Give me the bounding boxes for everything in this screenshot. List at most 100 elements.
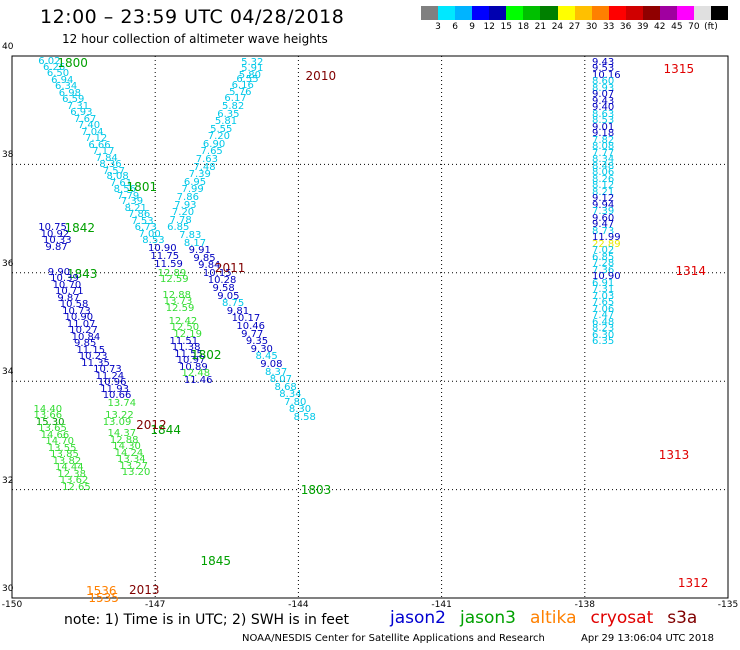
data-point-label: 14.37 bbox=[107, 428, 137, 440]
data-point-label: 10.66 bbox=[102, 390, 132, 402]
data-point-label: 7.39 bbox=[591, 206, 615, 218]
data-point-label: 6.59 bbox=[62, 94, 85, 106]
data-point-label: 5.76 bbox=[229, 86, 252, 98]
legend-item-jason2: jason2 bbox=[390, 608, 446, 628]
data-point-label: 7.78 bbox=[169, 214, 192, 226]
color-swatch bbox=[506, 6, 524, 20]
data-point-label: 8.60 bbox=[591, 76, 615, 88]
data-point-label: 7.86 bbox=[176, 192, 199, 203]
data-point-label: 11.59 bbox=[154, 259, 183, 271]
data-point-label: 8.30 bbox=[288, 404, 312, 416]
data-point-label: 6.55 bbox=[236, 73, 259, 85]
data-point-label: 5.55 bbox=[210, 123, 233, 135]
x-tick-label: -135 bbox=[717, 600, 739, 610]
data-point-label: 10.97 bbox=[176, 355, 206, 367]
data-point-label: 7.63 bbox=[195, 154, 219, 166]
data-point-label: 8.17 bbox=[183, 237, 207, 249]
data-point-label: 10.46 bbox=[236, 321, 265, 332]
color-swatch bbox=[676, 6, 694, 20]
color-scale-tick: 12 bbox=[483, 22, 495, 32]
color-scale-tick: (ft) bbox=[704, 22, 718, 32]
data-point-label: 6.17 bbox=[224, 93, 247, 105]
x-tick-label: -138 bbox=[574, 600, 596, 610]
data-point-label: 6.98 bbox=[58, 87, 82, 99]
data-point-label: 6.26 bbox=[43, 62, 66, 74]
pass-id-label: 1315 bbox=[663, 62, 695, 76]
data-point-label: 8.75 bbox=[222, 298, 245, 310]
data-point-label: 8.36 bbox=[99, 159, 122, 171]
data-point-label: 9.60 bbox=[591, 212, 615, 224]
data-point-label: 11.15 bbox=[76, 344, 106, 356]
data-point-label: 6.93 bbox=[70, 107, 93, 119]
data-point-label: 9.77 bbox=[241, 328, 264, 340]
data-point-label: 7.02 bbox=[591, 245, 615, 257]
color-swatch bbox=[625, 6, 643, 20]
data-point-label: 13.09 bbox=[102, 416, 132, 428]
data-point-label: 6.48 bbox=[591, 316, 615, 328]
data-point-label: 7.65 bbox=[591, 297, 615, 309]
data-point-label: 13.66 bbox=[33, 410, 63, 422]
color-swatch bbox=[540, 6, 558, 20]
data-point-label: 13.85 bbox=[50, 449, 79, 461]
x-tick-label: -144 bbox=[288, 600, 309, 610]
data-point-label: 22.89 bbox=[591, 238, 621, 250]
color-swatch bbox=[659, 6, 677, 20]
color-scale-tick: 21 bbox=[534, 22, 547, 32]
data-point-label: 12.88 bbox=[162, 289, 191, 301]
y-tick-label: 36 bbox=[2, 258, 14, 269]
data-point-label: 12.42 bbox=[168, 315, 198, 327]
data-point-label: 10.16 bbox=[591, 69, 621, 81]
data-point-label: 7.80 bbox=[284, 396, 307, 408]
data-point-label: 7.31 bbox=[66, 100, 90, 112]
x-tick-label: -141 bbox=[431, 600, 452, 610]
data-point-label: 6.91 bbox=[591, 277, 615, 289]
data-point-label: 12.50 bbox=[170, 322, 200, 334]
data-point-label: 7.57 bbox=[102, 165, 125, 177]
data-point-label: 9.18 bbox=[591, 128, 615, 140]
data-point-label: 7.82 bbox=[591, 134, 615, 146]
data-point-label: 9.90 bbox=[47, 266, 71, 278]
data-point-label: 7.84 bbox=[95, 152, 118, 164]
data-point-label: 11.35 bbox=[81, 357, 110, 369]
data-point-label: 10.92 bbox=[40, 228, 70, 240]
y-tick-label: 32 bbox=[2, 475, 14, 486]
data-point-label: 6.94 bbox=[51, 74, 74, 86]
data-point-label: 12.89 bbox=[157, 267, 187, 279]
data-point-label: 11.55 bbox=[174, 348, 203, 360]
data-point-label: 7.04 bbox=[81, 126, 104, 138]
data-point-label: 8.21 bbox=[591, 186, 615, 198]
credit-text: NOAA/NESDIS Center for Satellite Applica… bbox=[242, 633, 545, 644]
data-point-label: 9.87 bbox=[45, 241, 68, 253]
data-point-label: 14.30 bbox=[112, 441, 141, 453]
data-point-label: 13.34 bbox=[117, 454, 146, 466]
data-point-label: 9.05 bbox=[217, 290, 240, 302]
color-swatch bbox=[557, 6, 575, 20]
data-point-label: 7.31 bbox=[591, 284, 615, 296]
data-point-label: 10.96 bbox=[97, 377, 127, 389]
data-point-label: 9.85 bbox=[193, 252, 216, 264]
data-point-label: 6.02 bbox=[38, 55, 61, 67]
color-swatch bbox=[523, 6, 541, 20]
data-point-label: 5.91 bbox=[241, 63, 264, 74]
data-point-label: 9.91 bbox=[188, 245, 211, 257]
data-point-label: 7.39 bbox=[188, 169, 211, 181]
color-scale-tick: 9 bbox=[469, 22, 476, 32]
data-point-label: 11.46 bbox=[183, 374, 213, 386]
data-point-label: 12.48 bbox=[181, 368, 211, 380]
pass-id-label: 2011 bbox=[214, 261, 246, 276]
color-scale-tick: 33 bbox=[602, 22, 615, 32]
pass-id-label: 1535 bbox=[88, 591, 119, 605]
data-point-label: 10.70 bbox=[52, 279, 82, 291]
data-point-label: 6.16 bbox=[231, 80, 254, 92]
data-point-label: 9.40 bbox=[591, 102, 615, 114]
data-point-label: 13.55 bbox=[47, 442, 77, 454]
pass-id-label: 1536 bbox=[85, 584, 117, 599]
data-point-label: 10.84 bbox=[71, 331, 101, 343]
data-point-label: 6.95 bbox=[183, 176, 207, 188]
data-point-label: 10.71 bbox=[54, 286, 84, 298]
data-point-label: 7.93 bbox=[174, 199, 197, 211]
pass-id-label: 1844 bbox=[150, 422, 181, 437]
data-point-label: 10.90 bbox=[591, 271, 621, 283]
data-point-label: 10.28 bbox=[207, 275, 237, 287]
color-scale-tick: 42 bbox=[654, 22, 666, 32]
